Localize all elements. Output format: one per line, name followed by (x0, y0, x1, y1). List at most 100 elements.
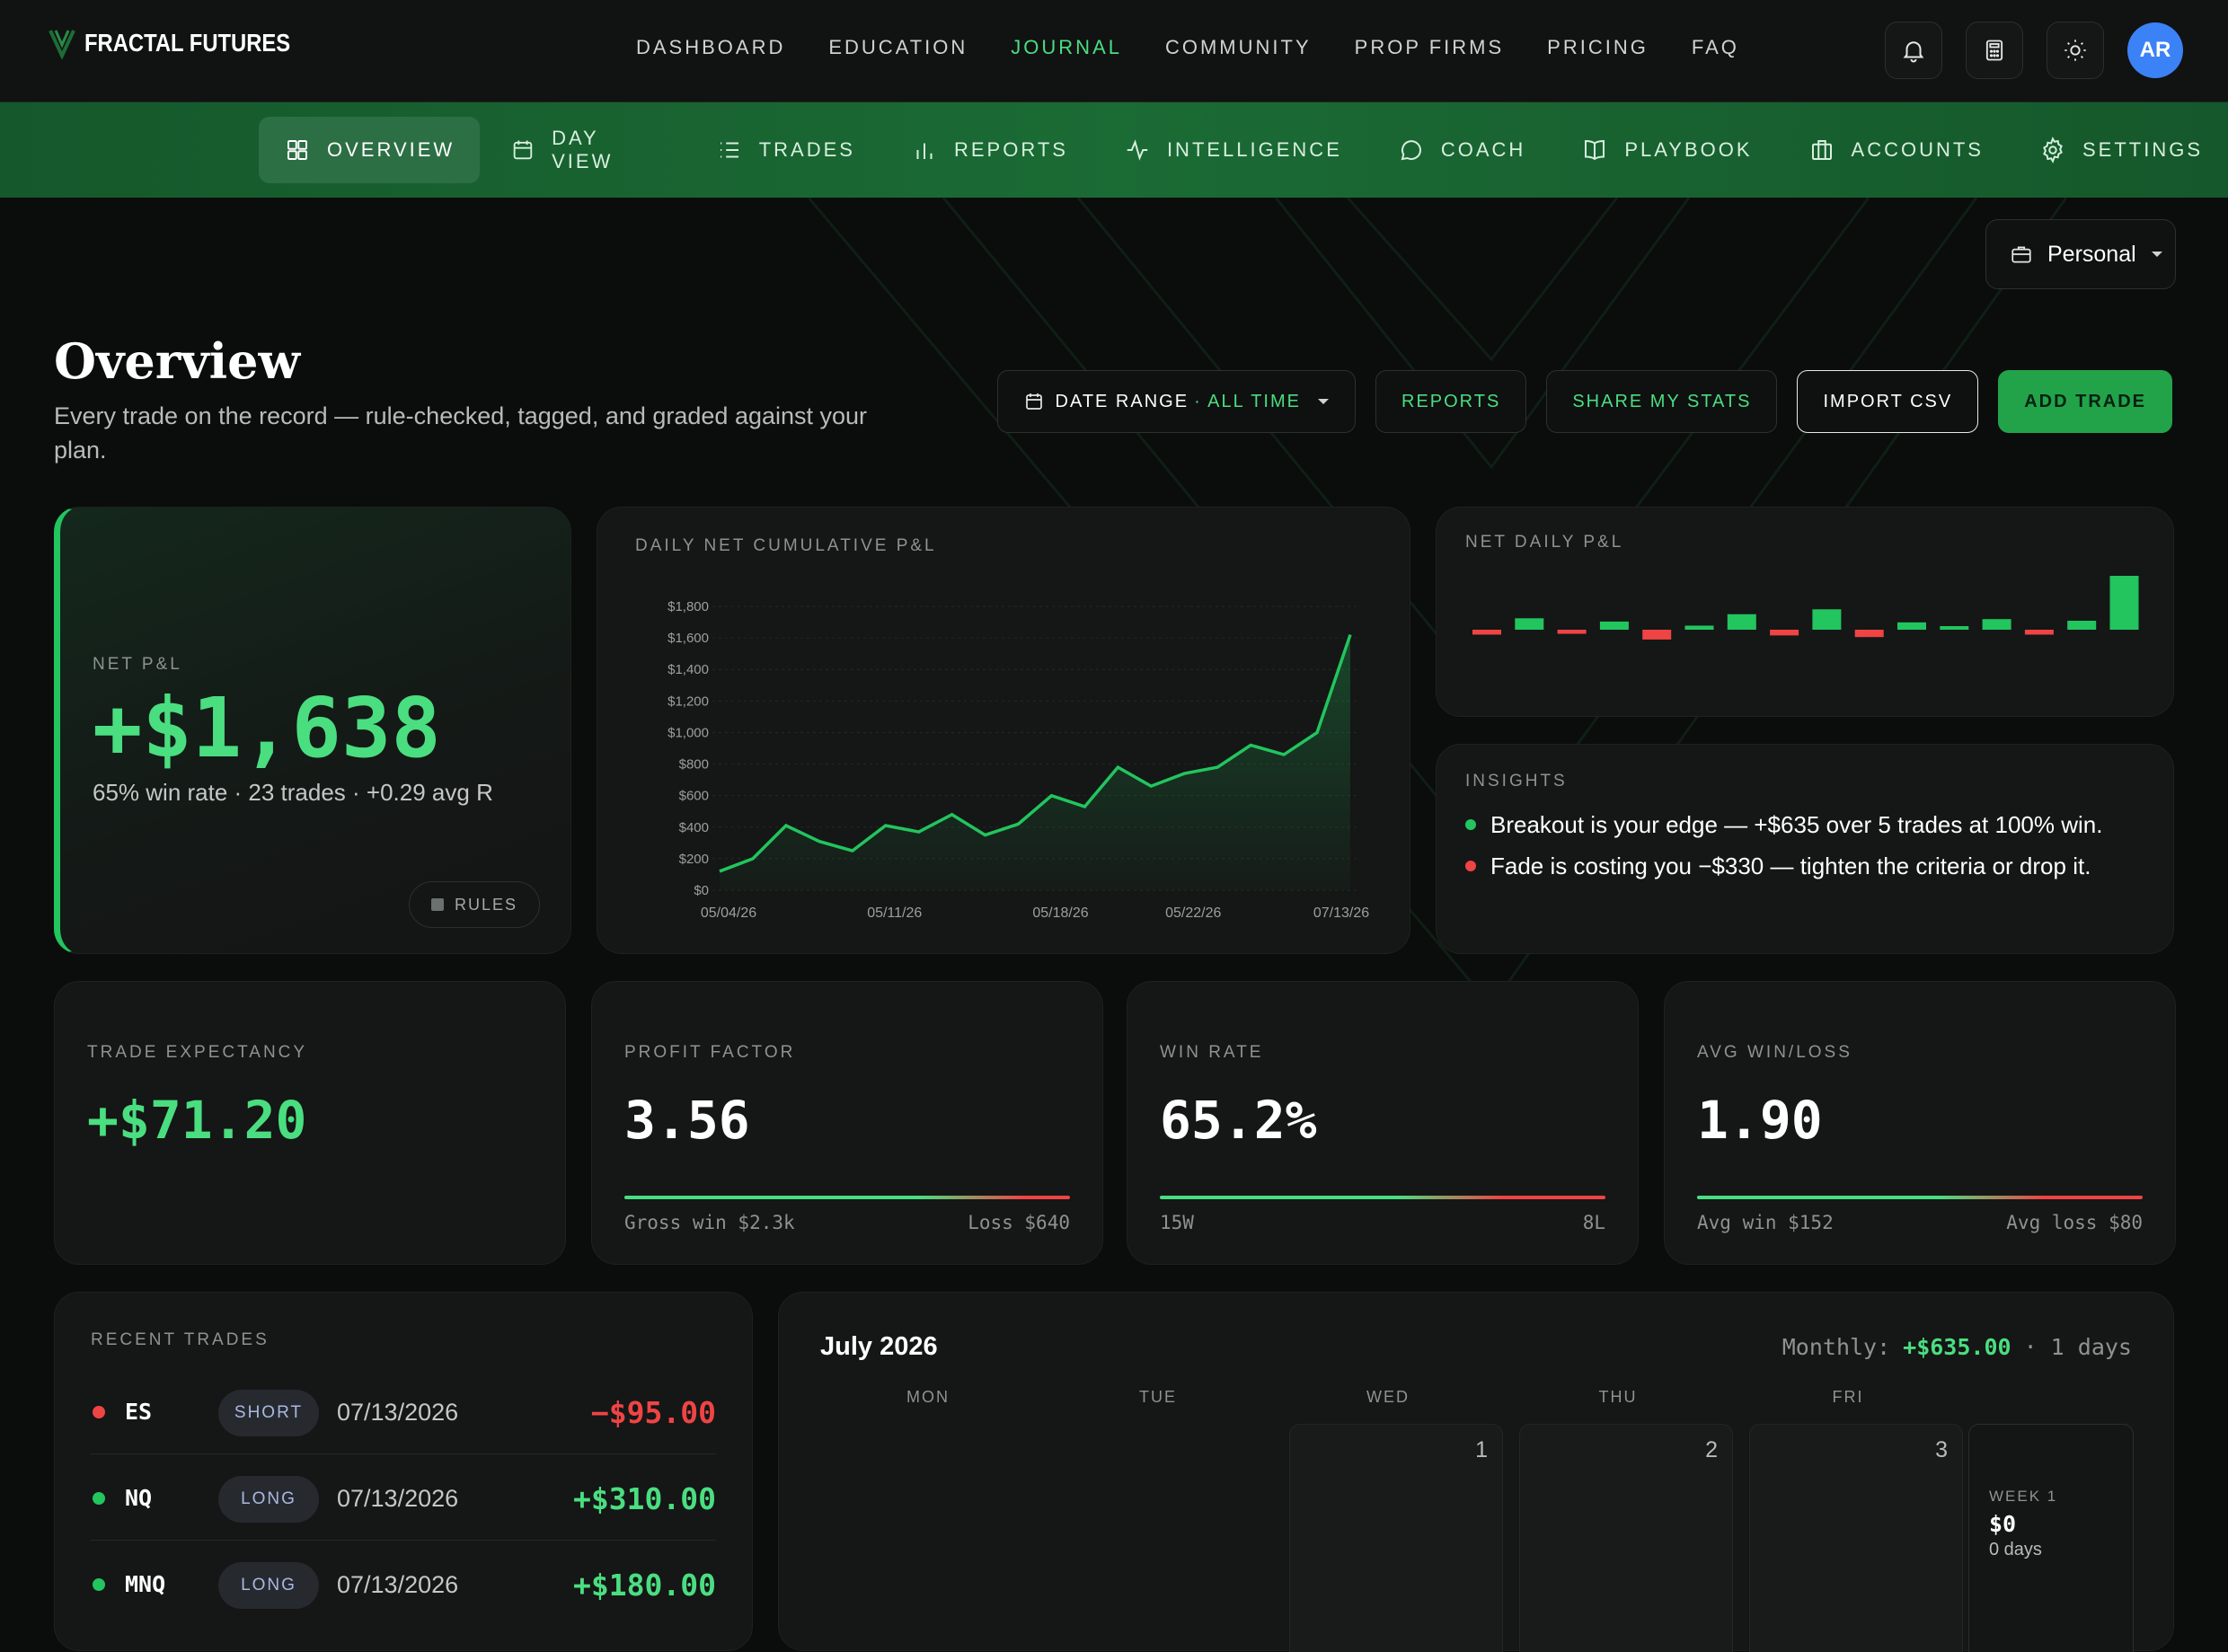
calendar-weekday-header: THU (1598, 1388, 1638, 1406)
reports-button[interactable]: REPORTS (1375, 370, 1527, 433)
tab-label: ACCOUNTS (1851, 138, 1984, 161)
daily-bar[interactable] (1515, 618, 1544, 630)
account-select[interactable]: Personal (1985, 219, 2176, 289)
y-tick-label: $1,800 (668, 599, 709, 614)
calculator-button[interactable] (1966, 22, 2023, 79)
main-nav-journal[interactable]: JOURNAL (1011, 36, 1122, 58)
daily-bar[interactable] (1770, 630, 1799, 636)
trade-symbol: ES (125, 1399, 153, 1425)
net-daily-pnl-card: NET DAILY P&L (1436, 507, 2174, 717)
insight-bullet (1465, 819, 1476, 830)
daily-bar[interactable] (2067, 621, 2097, 630)
caret-down-icon (1318, 399, 1329, 404)
tab-overview[interactable]: OVERVIEW (259, 117, 481, 183)
calendar-day-cell[interactable]: 1 (1289, 1424, 1503, 1652)
page-subtitle: Every trade on the record — rule-checked… (54, 402, 868, 464)
trade-row[interactable]: ES SHORT 07/13/2026 −$95.00 (91, 1368, 716, 1454)
notifications-button[interactable] (1885, 22, 1942, 79)
main-nav-dashboard[interactable]: DASHBOARD (636, 36, 786, 58)
stat-ratio-bar (1697, 1196, 2143, 1199)
trade-side-badge: SHORT (218, 1390, 319, 1436)
trade-status-dot (93, 1492, 105, 1505)
daily-bar[interactable] (1940, 626, 1969, 630)
recent-trades-title: RECENT TRADES (91, 1330, 270, 1349)
stat-label: TRADE EXPECTANCY (87, 1043, 308, 1062)
tab-trades[interactable]: TRADES (691, 117, 880, 183)
stat-ratio-bar (1160, 1196, 1605, 1199)
daily-bar[interactable] (1684, 625, 1714, 630)
y-tick-label: $400 (679, 820, 709, 835)
stat-value: +$71.20 (87, 1090, 307, 1151)
main-nav-prop-firms[interactable]: PROP FIRMS (1354, 36, 1505, 58)
daily-bar[interactable] (1897, 622, 1926, 630)
list-icon (720, 142, 738, 158)
calendar-month: July 2026 (820, 1332, 938, 1361)
daily-bar[interactable] (1854, 630, 1884, 638)
tab-reports[interactable]: REPORTS (886, 117, 1093, 183)
daily-bar[interactable] (2024, 630, 2054, 635)
date-range-button[interactable]: DATE RANGE · ALL TIME (996, 370, 1356, 433)
main-nav-community[interactable]: COMMUNITY (1164, 36, 1312, 58)
trade-pnl: +$310.00 (573, 1481, 716, 1516)
logo-mark-icon (49, 30, 75, 59)
journal-sub-nav: OVERVIEW DAY VIEW TRADES REPORTS INTELLIGENC… (0, 102, 2228, 198)
pulse-icon (1127, 139, 1148, 161)
daily-bar[interactable] (1599, 621, 1629, 630)
book-icon (1585, 139, 1605, 161)
monthly-days: · 1 days (2023, 1334, 2132, 1360)
stat-footer-left: 15W (1160, 1212, 1194, 1233)
daily-bar[interactable] (1727, 614, 1756, 630)
theme-toggle-button[interactable] (2047, 22, 2104, 79)
trade-row[interactable]: NQ LONG 07/13/2026 +$310.00 (91, 1454, 716, 1541)
daily-bar[interactable] (1812, 609, 1842, 630)
stat-label: PROFIT FACTOR (624, 1043, 796, 1062)
tab-day-view[interactable]: DAY VIEW (485, 117, 685, 183)
daily-bar[interactable] (2109, 576, 2139, 630)
tab-coach[interactable]: COACH (1373, 117, 1551, 183)
import-csv-button[interactable]: IMPORT CSV (1797, 370, 1979, 433)
add-trade-button[interactable]: ADD TRADE (1998, 370, 2172, 433)
trade-date: 07/13/2026 (337, 1485, 459, 1512)
calendar-weekday-header: FRI (1832, 1388, 1864, 1406)
insight-item: Breakout is your edge — +$635 over 5 tra… (1465, 804, 2155, 845)
calendar-week-summary: WEEK 1 $0 0 days (1968, 1424, 2134, 1652)
daily-bar[interactable] (1557, 630, 1587, 634)
tab-label: PLAYBOOK (1624, 138, 1753, 161)
trade-symbol: MNQ (125, 1571, 166, 1597)
trade-row[interactable]: MNQ LONG 07/13/2026 +$180.00 (91, 1541, 716, 1627)
grid-icon (287, 140, 307, 160)
daily-bar[interactable] (1982, 619, 2011, 630)
chat-icon (1401, 140, 1421, 161)
rules-square-icon (430, 898, 444, 911)
share-stats-button[interactable]: SHARE MY STATS (1546, 370, 1778, 433)
y-tick-label: $600 (679, 789, 709, 804)
top-bar: FRACTAL FUTURES DASHBOARD EDUCATION JOURNA… (0, 0, 2228, 102)
trade-pnl: −$95.00 (590, 1395, 716, 1430)
tab-settings[interactable]: SETTINGS (2014, 117, 2228, 183)
main-nav-pricing[interactable]: PRICING (1547, 36, 1649, 58)
main-nav-education[interactable]: EDUCATION (828, 36, 968, 58)
user-avatar[interactable]: AR (2127, 22, 2183, 78)
tab-intelligence[interactable]: INTELLIGENCE (1099, 117, 1367, 183)
y-tick-label: $1,600 (668, 631, 709, 646)
tab-playbook[interactable]: PLAYBOOK (1556, 117, 1777, 183)
brand-logo[interactable]: FRACTAL FUTURES (49, 27, 327, 59)
daily-bar[interactable] (1642, 630, 1672, 640)
net-daily-pnl-chart (1472, 576, 2139, 640)
calendar-day-cell[interactable]: 3 (1749, 1424, 1963, 1652)
daily-bar[interactable] (1472, 630, 1501, 635)
trade-pnl: +$180.00 (573, 1568, 716, 1603)
x-tick-label: 05/11/26 (867, 906, 922, 921)
calendar-day-cell[interactable]: 2 (1519, 1424, 1733, 1652)
tab-label: INTELLIGENCE (1166, 138, 1342, 161)
main-nav-faq[interactable]: FAQ (1691, 36, 1739, 58)
trade-symbol: NQ (125, 1485, 153, 1511)
x-tick-label: 07/13/26 (1313, 906, 1369, 921)
rules-button[interactable]: RULES (408, 881, 540, 928)
tab-accounts[interactable]: ACCOUNTS (1783, 117, 2009, 183)
calendar-icon (513, 140, 533, 160)
trade-date: 07/13/2026 (337, 1571, 459, 1598)
stat-footer-right: Avg loss $80 (2006, 1212, 2143, 1233)
date-range-label: DATE RANGE (1055, 391, 1189, 411)
stat-card-avg-win-loss: AVG WIN/LOSS 1.90 Avg win $152 Avg loss $80 (1664, 981, 2176, 1265)
